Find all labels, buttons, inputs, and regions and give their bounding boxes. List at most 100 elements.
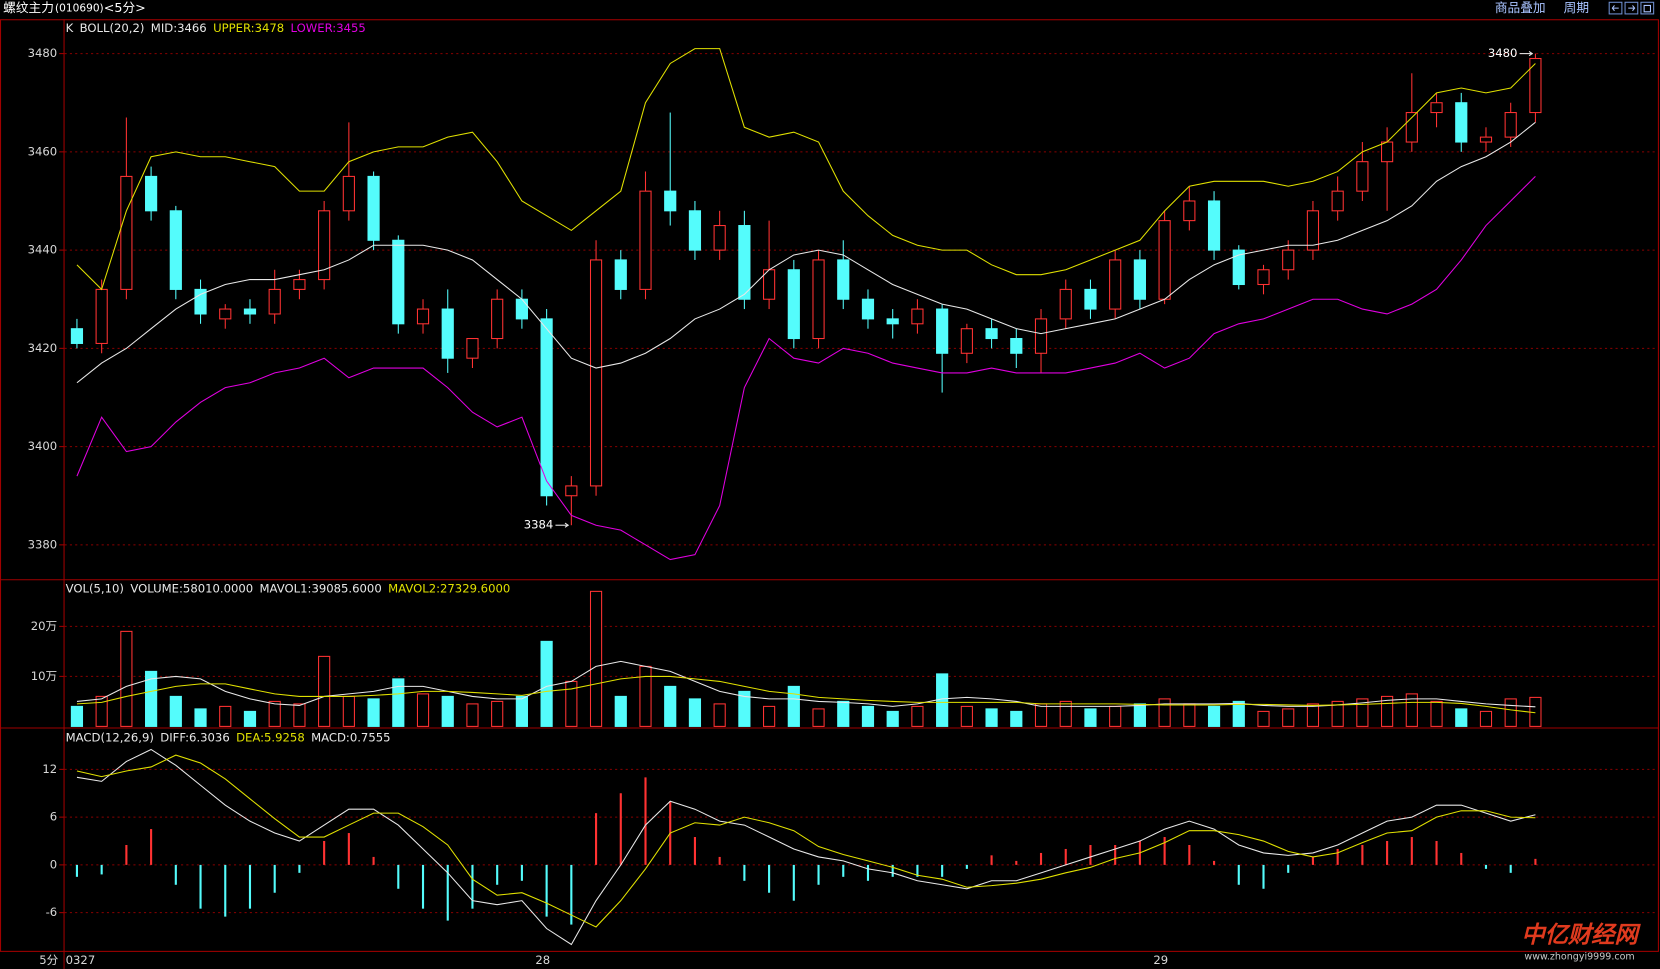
candle-body	[1183, 200, 1196, 222]
candle-body	[812, 259, 825, 340]
volume-bar	[886, 710, 899, 727]
extreme-arrowhead	[564, 522, 570, 528]
candle-body	[1479, 136, 1493, 143]
legend-entry: DIFF:6.3036	[160, 731, 229, 745]
volume-bar	[1084, 708, 1097, 727]
volume-bar	[639, 665, 652, 727]
candle-body	[713, 225, 726, 251]
x-tick-label: 29	[1153, 953, 1168, 967]
indicator-line	[76, 748, 1536, 946]
volume-bar	[120, 630, 133, 727]
volume-bar	[466, 703, 479, 727]
candle-body	[1257, 269, 1270, 286]
volume-bar	[812, 708, 825, 727]
candle-body	[1232, 249, 1245, 286]
candle-body	[639, 190, 652, 290]
volume-bar	[664, 685, 677, 727]
volume-bar	[960, 705, 973, 727]
indicator-line	[76, 176, 1536, 561]
candle-body	[1059, 288, 1072, 320]
candle-body	[1529, 57, 1542, 114]
legend-entry: LOWER:3455	[291, 21, 366, 35]
candle-body	[318, 210, 331, 281]
legend-entry: MACD(12,26,9)	[66, 731, 154, 745]
volume-bar	[1405, 693, 1418, 727]
volume-bar	[787, 685, 800, 727]
candle-body	[540, 318, 553, 497]
volume-bar	[985, 708, 998, 727]
volume-bar	[169, 695, 182, 727]
legend-entry: MAVOL1:39085.6000	[260, 581, 382, 595]
volume-bar	[441, 695, 454, 727]
candle-body	[1356, 161, 1369, 192]
indicator-line	[76, 48, 1536, 291]
volume-bar	[367, 698, 380, 727]
candle-body	[664, 190, 677, 212]
candle-body	[985, 328, 998, 340]
candle-body	[589, 259, 603, 487]
indicator-line	[76, 675, 1536, 714]
volume-bar	[318, 655, 331, 727]
candle-body	[936, 308, 949, 354]
volume-bar	[1430, 700, 1443, 727]
legend-entry: BOLL(20,2)	[80, 21, 145, 35]
indicator-line	[76, 660, 1536, 708]
y-tick-label: 10万	[31, 669, 57, 683]
volume-bar	[1306, 703, 1320, 727]
y-tick-label: 3380	[28, 537, 58, 551]
volume-bar	[342, 695, 355, 727]
instrument-title: 螺纹主力	[3, 0, 54, 15]
volume-bar	[1034, 703, 1048, 727]
legend-entry: K	[66, 21, 74, 35]
volume-bar	[1455, 708, 1468, 727]
period-button[interactable]: 周期	[1564, 0, 1589, 15]
candle-body	[219, 308, 232, 320]
overlay-button[interactable]: 商品叠加	[1495, 0, 1546, 15]
candle-body	[1084, 288, 1097, 310]
y-tick-label: 3480	[28, 46, 58, 60]
volume-bar	[763, 705, 776, 727]
volume-bar	[392, 678, 405, 727]
candle-body	[1405, 112, 1418, 143]
extreme-label: 3384	[524, 518, 554, 532]
legend-entry: MACD:0.7555	[311, 731, 390, 745]
volume-bar	[416, 693, 430, 727]
x-tick-label: 28	[535, 953, 550, 967]
volume-bar	[713, 703, 726, 727]
legend-entry: DEA:5.9258	[236, 731, 305, 745]
candle-body	[367, 175, 380, 241]
instrument-code: (010690)	[55, 3, 104, 15]
extreme-arrowhead	[1528, 51, 1534, 57]
volume-bar	[1479, 710, 1493, 727]
candle-body	[392, 239, 405, 325]
candle-body	[145, 175, 158, 212]
plot-layer: 3380 3400 3420 3440 3460 3480 3480 3384 K BOLL(20…	[28, 21, 1658, 967]
volume-bar	[1381, 695, 1394, 727]
y-tick-label: 12	[42, 762, 57, 776]
candle-body	[1381, 141, 1394, 163]
volume-bar	[219, 705, 232, 727]
candle-body	[268, 288, 281, 315]
volume-bar	[589, 590, 603, 727]
candle-body	[169, 210, 182, 290]
volume-bar	[1356, 698, 1369, 727]
candle-body	[614, 259, 627, 290]
period-label: 5分	[39, 953, 58, 967]
x-tick-label: 0327	[66, 953, 96, 967]
candle-body	[688, 210, 702, 251]
window-controls[interactable]	[1608, 1, 1655, 15]
candle-body	[1504, 112, 1517, 138]
candle-body	[70, 328, 84, 344]
candle-body	[441, 308, 454, 359]
volume-bar	[515, 695, 528, 727]
volume-bar	[1133, 703, 1146, 727]
volume-bar	[1109, 705, 1122, 727]
candle-body	[565, 485, 578, 497]
y-tick-label: 3440	[28, 243, 58, 257]
legend-entry: VOL(5,10)	[66, 581, 124, 595]
candle-body	[243, 308, 257, 315]
candle-body	[960, 328, 973, 354]
candle-body	[1010, 338, 1023, 354]
